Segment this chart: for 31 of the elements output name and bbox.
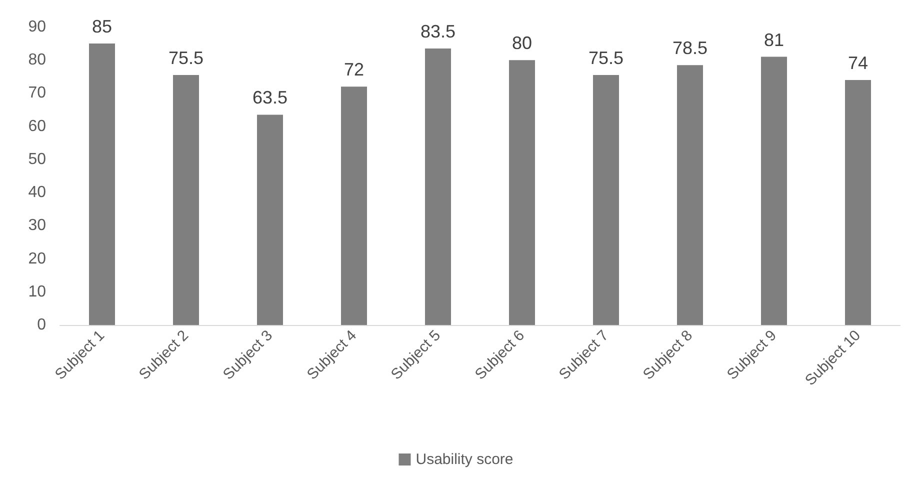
data-label: 74 (848, 52, 868, 73)
bar (257, 114, 283, 325)
y-tick-label: 60 (28, 118, 46, 135)
bar (89, 44, 115, 325)
bar (425, 48, 451, 325)
bar (761, 56, 787, 325)
bar (677, 65, 703, 325)
y-tick-label: 50 (28, 150, 46, 168)
bar (173, 75, 199, 325)
bar (509, 60, 535, 325)
y-tick-label: 20 (28, 250, 46, 268)
bar (845, 80, 871, 325)
data-label: 85 (92, 16, 112, 37)
legend-label: Usability score (416, 451, 514, 468)
data-label: 83.5 (420, 22, 456, 42)
data-label: 81 (764, 30, 784, 50)
bar (593, 75, 619, 325)
y-tick-label: 80 (28, 52, 46, 69)
y-tick-label: 90 (28, 18, 46, 36)
data-label: 75.5 (588, 48, 624, 68)
data-label: 72 (344, 60, 364, 80)
y-tick-label: 0 (37, 316, 46, 334)
data-label: 63.5 (252, 88, 288, 108)
y-tick-label: 30 (28, 217, 46, 234)
data-label: 78.5 (672, 38, 708, 58)
y-tick-label: 40 (28, 184, 46, 202)
bar (341, 86, 367, 325)
y-tick-label: 70 (28, 84, 46, 102)
data-label: 75.5 (168, 48, 204, 68)
y-tick-label: 10 (28, 283, 46, 300)
data-label: 80 (512, 33, 532, 54)
